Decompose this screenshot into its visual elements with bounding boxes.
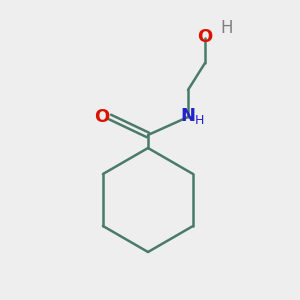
Text: H: H	[221, 19, 233, 37]
Text: N: N	[181, 107, 196, 125]
Text: H: H	[194, 115, 204, 128]
Text: O: O	[94, 108, 110, 126]
Text: O: O	[197, 28, 213, 46]
